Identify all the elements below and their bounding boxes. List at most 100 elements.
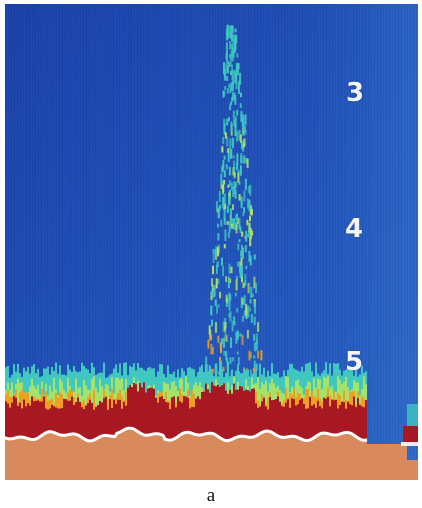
echo-bottom	[285, 402, 287, 438]
echo-dot	[247, 305, 250, 318]
echo-dot	[243, 138, 246, 147]
echo-bottom	[31, 396, 33, 440]
echo-bottom	[297, 404, 299, 438]
echo-dot	[217, 233, 220, 241]
echo-bottom	[331, 399, 333, 435]
echo-dot	[231, 35, 234, 42]
echo-bottom	[295, 405, 297, 437]
scan-line	[191, 4, 192, 480]
echo-bottom	[33, 401, 35, 440]
echo-dot	[233, 218, 236, 230]
echo-bottom	[171, 397, 173, 441]
echo-dot	[225, 63, 228, 74]
echo-dot	[229, 311, 232, 322]
echo-dot	[234, 47, 237, 53]
scan-line	[401, 4, 402, 480]
echo-bottom	[311, 405, 313, 440]
echo-bottom	[365, 400, 367, 441]
scan-line	[305, 4, 306, 480]
echo-dot	[214, 299, 217, 307]
scan-line	[233, 4, 234, 480]
echo-bottom	[131, 387, 133, 429]
scan-line	[386, 4, 387, 480]
echo-bottom	[7, 403, 9, 439]
echo-bottom	[133, 383, 135, 429]
echo-dot	[215, 246, 218, 250]
scan-line	[92, 4, 93, 480]
echo-bottom	[217, 384, 219, 436]
echo-bottom	[155, 397, 157, 434]
echo-dot	[239, 72, 242, 85]
echo-dot	[220, 173, 223, 183]
echo-dot	[238, 217, 241, 226]
echo-bottom	[237, 389, 239, 437]
echo-dot	[249, 215, 251, 222]
echo-bottom	[239, 386, 241, 437]
echo-bottom	[307, 408, 309, 441]
scan-line	[257, 4, 258, 480]
echo-bottom	[79, 401, 81, 436]
scan-line	[368, 4, 369, 480]
echo-dot	[234, 116, 237, 129]
echo-dot	[212, 265, 214, 275]
echo-dot	[244, 274, 247, 280]
scan-line	[26, 4, 27, 480]
echo-bottom	[229, 390, 231, 441]
echo-dot	[230, 266, 233, 274]
echo-dot	[240, 199, 243, 209]
echo-dot	[232, 357, 235, 362]
echo-bottom	[327, 396, 329, 434]
echo-dot	[216, 305, 218, 314]
echo-dot	[245, 265, 248, 270]
scan-line	[140, 4, 141, 480]
scan-line	[131, 4, 132, 480]
echo-bottom	[53, 406, 55, 433]
echo-dot	[246, 158, 249, 168]
echo-dot	[231, 25, 234, 33]
scan-line	[41, 4, 42, 480]
echo-bottom	[71, 396, 73, 435]
scan-line	[83, 4, 84, 480]
scan-line	[287, 4, 288, 480]
echo-bottom	[15, 397, 17, 438]
echo-bottom	[37, 400, 39, 439]
echo-bottom	[359, 405, 361, 439]
echo-bottom	[81, 407, 83, 437]
echo-dot	[234, 80, 237, 84]
echo-dot	[248, 350, 251, 361]
echo-dot	[229, 104, 232, 111]
scan-line	[227, 4, 228, 480]
echo-bottom	[93, 409, 95, 441]
echo-dot	[229, 70, 232, 75]
echo-dot	[223, 193, 226, 203]
echo-bottom	[249, 391, 251, 438]
echo-bottom	[189, 408, 191, 433]
echo-dot	[207, 339, 210, 349]
echo-bottom	[195, 398, 197, 435]
echo-dot	[228, 25, 231, 31]
echo-dot	[223, 218, 226, 225]
scan-line	[359, 4, 360, 480]
echo-dot	[232, 110, 235, 119]
figure-caption: a	[206, 485, 216, 506]
echo-dot	[246, 329, 249, 339]
echo-dot	[245, 304, 248, 316]
echo-dot	[254, 302, 256, 314]
scan-line	[335, 4, 336, 480]
scan-line	[161, 4, 162, 480]
echo-bottom	[9, 407, 11, 439]
scan-line	[284, 4, 285, 480]
echo-dot	[239, 333, 242, 337]
echo-bottom	[11, 402, 13, 439]
echo-bottom	[221, 385, 223, 439]
echo-bottom	[75, 402, 77, 435]
scan-line	[308, 4, 309, 480]
echo-dot	[228, 31, 231, 39]
echo-dot	[217, 223, 219, 228]
echo-dot	[236, 330, 239, 340]
echo-dot	[229, 216, 232, 225]
scan-line	[128, 4, 129, 480]
echo-dot	[234, 190, 237, 199]
echo-dot	[241, 231, 244, 237]
echo-dot	[225, 276, 228, 282]
